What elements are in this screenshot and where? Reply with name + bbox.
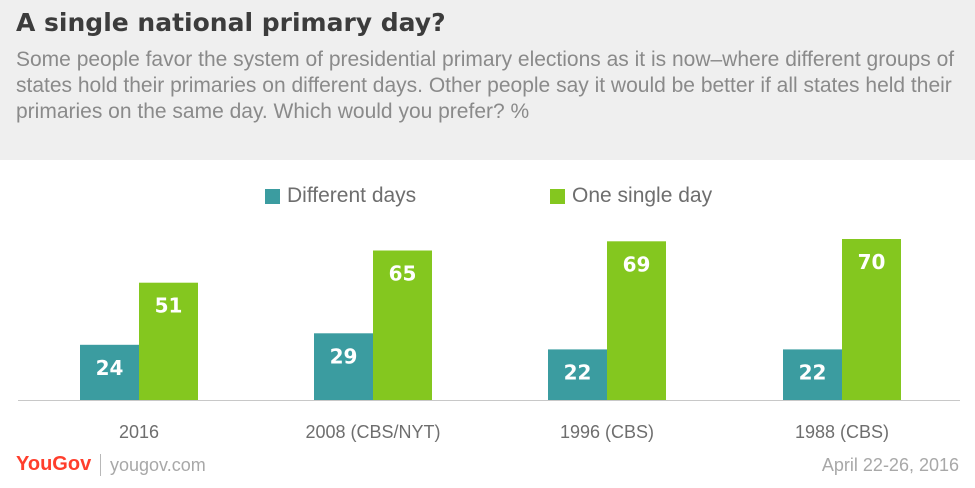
data-label-different-days-2008-cbs-nyt: 29 [330,344,358,368]
legend-label-one-single-day: One single day [572,184,713,207]
chart-title: A single national primary day? [16,8,446,37]
data-label-one-single-day-1988-cbs: 70 [858,250,886,274]
footer-divider [100,454,101,476]
bar-different-days-2008-cbs-nyt [314,333,373,400]
x-tick-label-2016: 2016 [119,422,159,442]
bar-different-days-2016 [80,344,139,400]
x-tick-label-1988-cbs: 1988 (CBS) [795,422,889,442]
bar-different-days-1996-cbs [548,349,607,400]
legend-label-different-days: Different days [287,184,417,207]
data-label-different-days-1996-cbs: 22 [564,360,592,384]
bar-one-single-day-1988-cbs [842,239,901,400]
data-label-one-single-day-2016: 51 [155,294,183,318]
legend: Different days One single day [0,184,975,210]
footer-url: yougov.com [110,455,206,475]
data-label-one-single-day-1996-cbs: 69 [623,252,651,276]
data-label-different-days-2016: 24 [96,356,124,380]
legend-swatch-one-single-day [550,188,565,204]
x-tick-label-2008-cbs-nyt: 2008 (CBS/NYT) [305,422,440,442]
header-panel: A single national primary day? Some peop… [0,0,975,160]
bar-one-single-day-2016 [139,282,198,400]
legend-swatch-different-days [265,188,280,204]
legend-item-one-single-day: One single day [550,184,712,208]
data-label-one-single-day-2008-cbs-nyt: 65 [389,262,417,286]
bar-one-single-day-2008-cbs-nyt [373,250,432,400]
chart-subtitle: Some people favor the system of presiden… [16,48,955,123]
data-label-different-days-1988-cbs: 22 [799,360,827,384]
yougov-logo: YouGov [16,453,92,475]
bar-one-single-day-1996-cbs [607,241,666,400]
survey-date: April 22-26, 2016 [821,455,959,475]
x-tick-label-1996-cbs: 1996 (CBS) [560,422,654,442]
legend-item-different-days: Different days [265,184,416,208]
bar-different-days-1988-cbs [783,349,842,400]
